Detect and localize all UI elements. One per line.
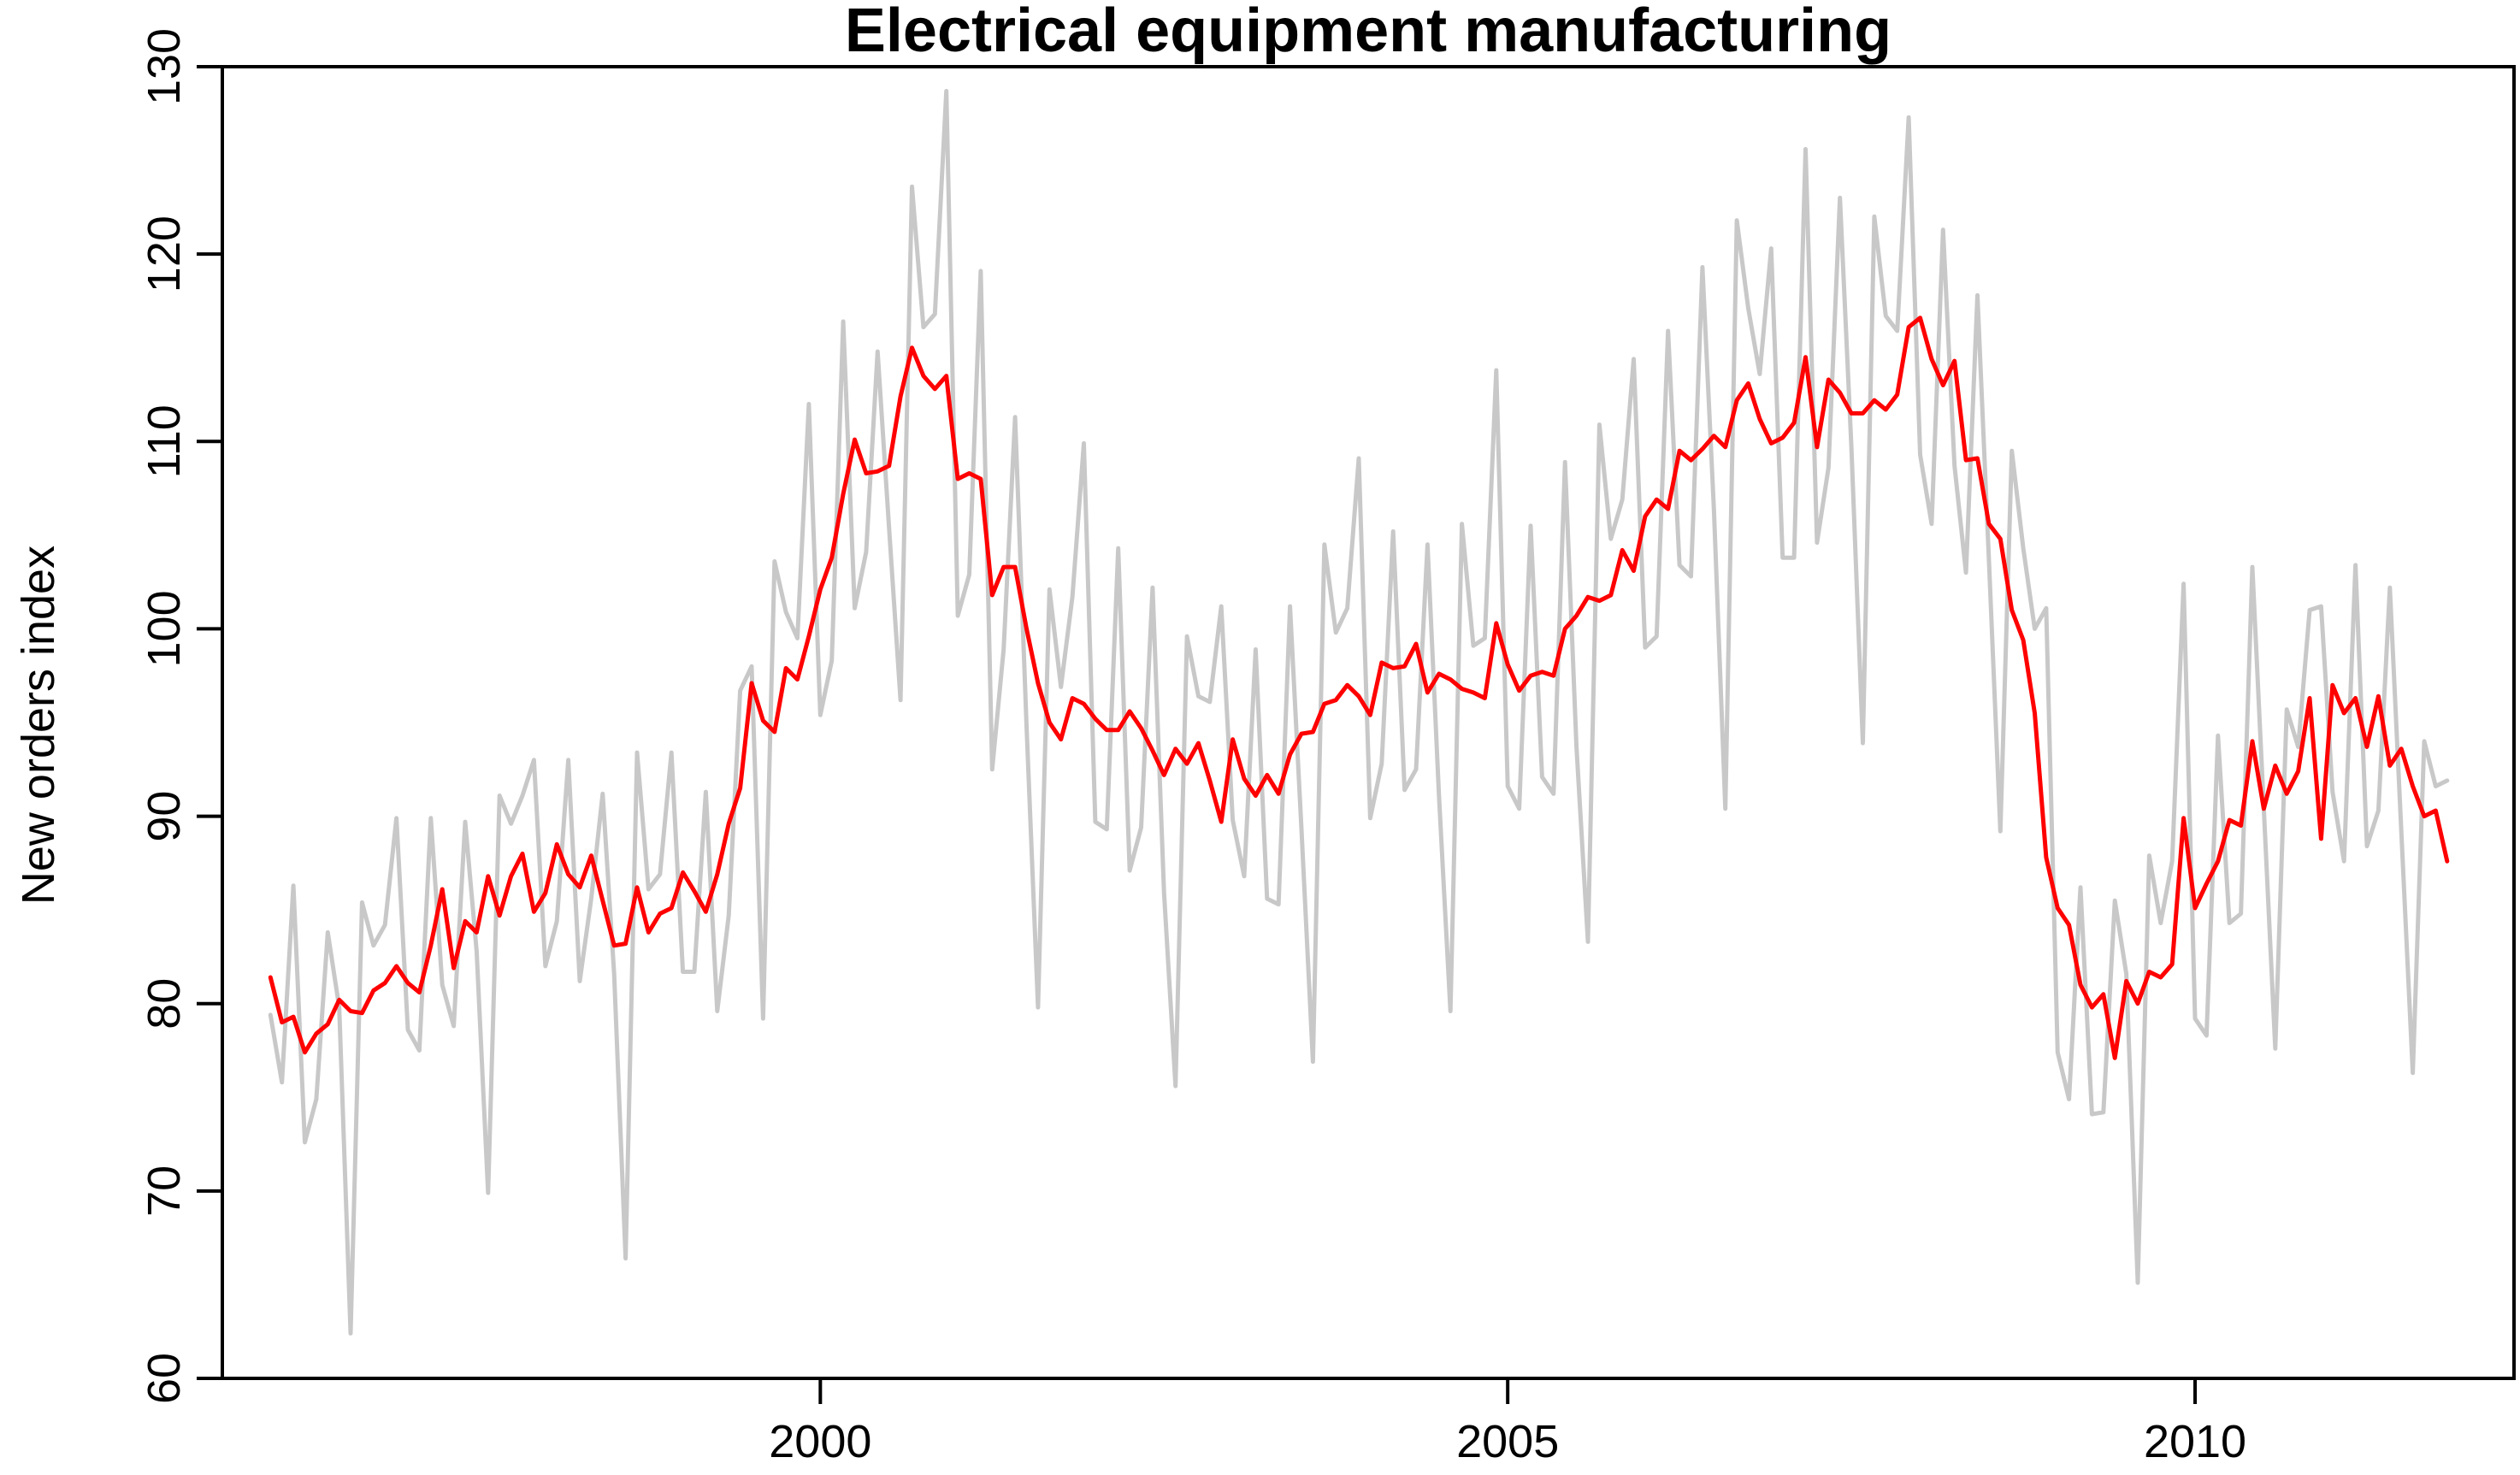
y-tick-label: 70 bbox=[139, 1165, 190, 1217]
chart-title: Electrical equipment manufacturing bbox=[845, 0, 1891, 65]
x-tick-label: 2005 bbox=[1456, 1416, 1559, 1467]
x-tick-label: 2000 bbox=[769, 1416, 871, 1467]
y-tick-label: 90 bbox=[139, 791, 190, 842]
y-axis-label: New orders index bbox=[13, 546, 64, 905]
series-line-adjusted bbox=[268, 316, 2450, 1060]
y-tick-label: 60 bbox=[139, 1353, 190, 1404]
y-tick-label: 80 bbox=[139, 978, 190, 1030]
plot-border bbox=[221, 65, 2516, 1380]
series-layer bbox=[268, 89, 2450, 1336]
x-axis: 2000 2005 2010 bbox=[769, 1378, 2246, 1467]
y-tick-label: 110 bbox=[139, 404, 190, 478]
plot-frame bbox=[221, 65, 2516, 1380]
x-tick-label: 2010 bbox=[2144, 1416, 2246, 1467]
y-tick-label: 130 bbox=[139, 28, 190, 105]
series-line-original bbox=[268, 89, 2450, 1336]
y-tick-label: 120 bbox=[139, 215, 190, 292]
y-axis: 60 70 80 90 100 110 120 130 bbox=[139, 28, 222, 1404]
y-tick-label: 100 bbox=[139, 590, 190, 667]
